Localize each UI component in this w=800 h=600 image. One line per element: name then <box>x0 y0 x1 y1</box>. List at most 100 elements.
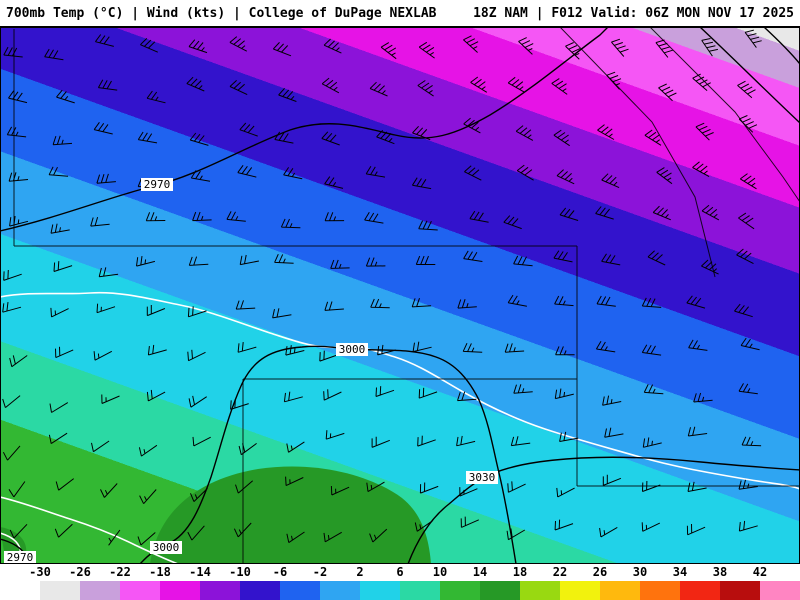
colorbar-segment <box>240 581 280 600</box>
wind-barb <box>146 90 166 104</box>
wind-barb <box>457 391 477 402</box>
wind-barb <box>146 305 166 317</box>
wind-barb <box>136 256 156 267</box>
wind-barb <box>642 480 661 492</box>
temperature-fill <box>0 27 800 564</box>
wind-barb <box>285 476 304 487</box>
svg-text:3000: 3000 <box>153 541 180 554</box>
wind-barb <box>686 295 706 309</box>
wind-barb <box>553 250 573 263</box>
wind-barb <box>380 42 397 60</box>
wind-barb <box>644 129 662 146</box>
wind-barb <box>190 170 211 182</box>
wind-barb <box>230 399 249 410</box>
wind-barb <box>54 523 73 538</box>
wind-barb <box>376 129 395 145</box>
wind-barb <box>470 76 488 93</box>
wind-barb <box>147 344 167 356</box>
colorbar-segment <box>520 581 560 600</box>
wind-barb <box>701 38 719 57</box>
wind-barb <box>55 346 74 359</box>
colorbar-segment <box>320 581 360 600</box>
wind-barb <box>656 167 673 185</box>
wind-barb <box>9 523 28 539</box>
wind-barb <box>418 387 438 399</box>
wind-barb <box>460 516 480 528</box>
wind-barb <box>274 253 294 264</box>
wind-barb <box>108 529 121 546</box>
wind-barb <box>371 436 390 448</box>
wind-barb <box>50 307 69 318</box>
wind-barb <box>555 346 575 356</box>
colorbar-tick-label: 26 <box>592 565 608 579</box>
model-valid-time: 18Z NAM | F012 Valid: 06Z MON NOV 17 202… <box>473 5 794 21</box>
wind-barb <box>412 125 431 141</box>
wind-barb <box>3 269 22 281</box>
wind-barb <box>463 117 481 134</box>
wind-barb <box>457 299 477 309</box>
colorbar-segment <box>360 581 400 600</box>
wind-barb <box>9 216 29 227</box>
wind-barb <box>187 306 207 318</box>
wind-barb <box>463 250 483 262</box>
wind-barb <box>96 173 116 184</box>
wind-barb <box>658 83 677 102</box>
wind-barb <box>559 207 579 221</box>
wind-barb <box>285 345 305 356</box>
wind-barb <box>503 215 522 230</box>
contour-label-3000-lower: 3000 <box>150 541 182 554</box>
wind-barb <box>692 161 710 178</box>
wind-barb <box>602 395 622 406</box>
wind-barb <box>554 295 574 307</box>
wind-barb <box>139 489 157 505</box>
wind-barb <box>48 432 68 445</box>
wind-barb <box>507 76 525 93</box>
colorbar-segments <box>0 581 800 600</box>
wind-barb <box>188 395 207 408</box>
wind-barb <box>604 427 624 438</box>
wind-barb <box>2 302 22 313</box>
wind-barb <box>233 522 252 538</box>
wind-barb <box>364 212 384 224</box>
colorbar-tick-label: 6 <box>396 565 404 579</box>
wind-barb <box>741 436 762 447</box>
wind-barb <box>740 173 757 190</box>
wind-barb <box>556 169 575 185</box>
map-canvas: 2970 3000 3030 3000 2970 <box>0 27 800 564</box>
wind-barb <box>190 488 208 502</box>
wind-barb <box>96 303 116 314</box>
wind-barb <box>229 80 248 96</box>
colorbar-segment <box>720 581 760 600</box>
colorbar-tick-label: 42 <box>752 565 768 579</box>
colorbar-tick-label: 30 <box>632 565 648 579</box>
colorbar-segment <box>400 581 440 600</box>
colorbar-tick-label: 10 <box>432 565 448 579</box>
wind-barb <box>8 90 28 104</box>
colorbar-tick-label: -6 <box>272 565 288 579</box>
wind-barb <box>101 394 120 404</box>
colorbar-tick-label: -18 <box>149 565 171 579</box>
wind-barb <box>137 131 158 144</box>
colorbar-tick-label: 34 <box>672 565 688 579</box>
wind-barb <box>56 89 75 104</box>
wind-barb <box>462 342 483 353</box>
wind-barb <box>188 256 209 266</box>
wind-barb <box>641 522 661 532</box>
wind-barb <box>738 520 758 532</box>
colorbar-segment <box>200 581 240 600</box>
colorbar-segment <box>160 581 200 600</box>
wind-barb <box>140 38 158 53</box>
colorbar-segment <box>440 581 480 600</box>
wind-barb <box>595 341 616 353</box>
wind-barb <box>187 525 205 541</box>
colorbar-segment <box>480 581 520 600</box>
wind-barb <box>229 36 248 52</box>
product-title: 700mb Temp (°C) | Wind (kts) | College o… <box>6 5 437 21</box>
wind-barb <box>554 519 574 531</box>
wind-barb <box>278 87 297 102</box>
wind-barb <box>48 166 69 177</box>
wind-barb <box>49 402 69 413</box>
wind-barb <box>370 298 390 309</box>
colorbar-tick-label: -22 <box>109 565 131 579</box>
wind-barb <box>365 257 386 267</box>
